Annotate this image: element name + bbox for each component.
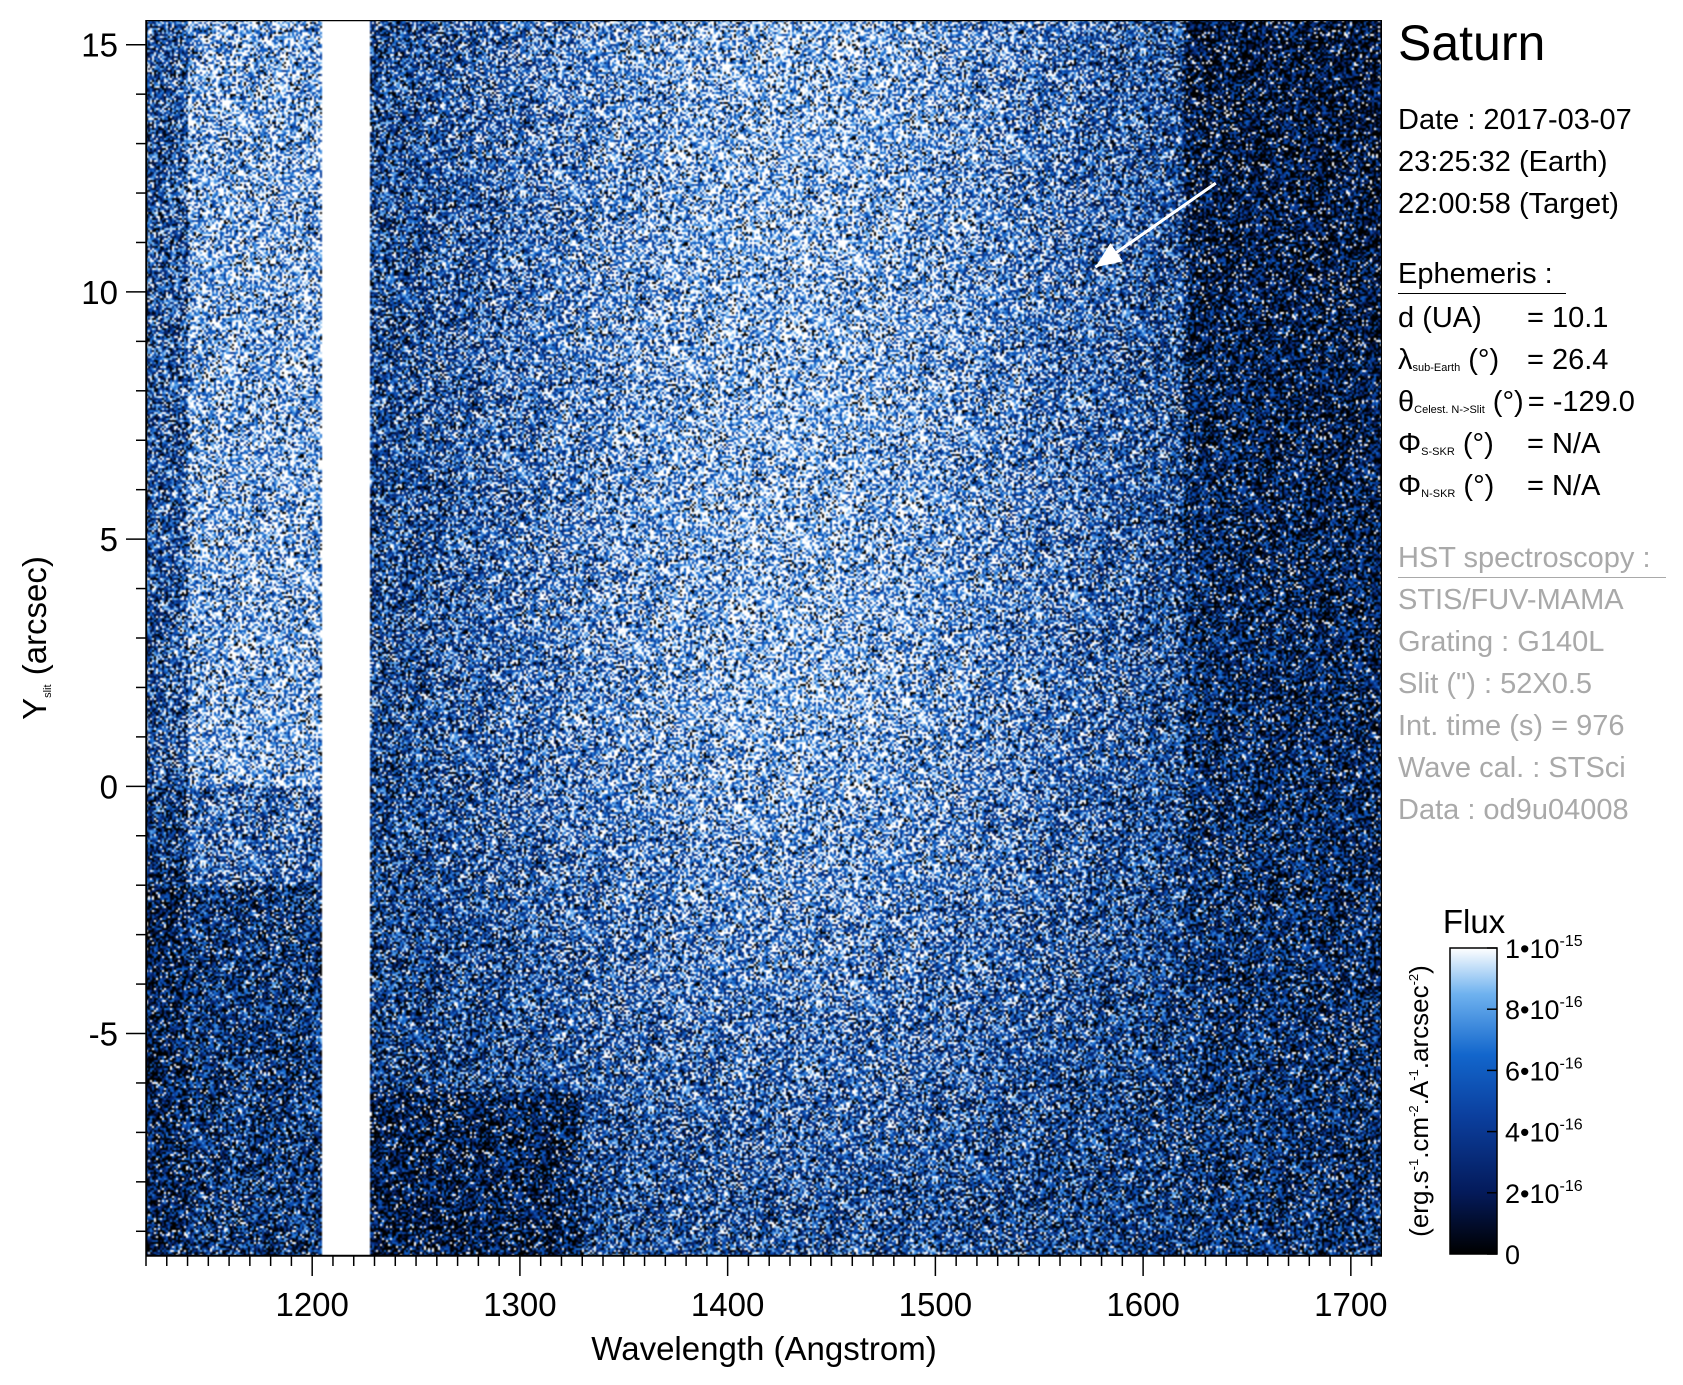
observation-time-earth: 23:25:32 (Earth) — [1398, 146, 1608, 178]
colorbar-title: Flux — [1443, 903, 1506, 940]
colorbar-tick-label: 4•10-16 — [1505, 1117, 1583, 1148]
ephemeris-symbol: d — [1398, 302, 1415, 334]
hst-instrument: STIS/FUV-MAMA — [1398, 584, 1624, 616]
colorbar-gradient — [1449, 947, 1498, 1255]
y-axis-label-symbol: Y — [16, 698, 53, 720]
ephemeris-row-distance: d (UA) = 10.1 — [1398, 302, 1608, 334]
ephemeris-symbol: λ — [1398, 344, 1413, 376]
y-tick-label: 10 — [81, 274, 118, 311]
ephemeris-row-s-skr: ΦS-SKR (°) = N/A — [1398, 428, 1600, 460]
hst-wave-calibration: Wave cal. : STSci — [1398, 752, 1626, 784]
hst-dataset: Data : od9u04008 — [1398, 794, 1629, 826]
ephemeris-value: = N/A — [1527, 470, 1601, 502]
colorbar: 0 2•10-16 4•10-16 6•10-16 8•10-16 1•10-15 Flu… — [1404, 903, 1583, 1270]
colorbar-ticks: 0 2•10-16 4•10-16 6•10-16 8•10-16 1•10-15 — [1487, 933, 1583, 1270]
y-axis: -5 0 5 10 15 — [81, 20, 147, 1256]
ephemeris-symbol: Φ — [1398, 470, 1422, 502]
x-tick-label: 1700 — [1314, 1286, 1387, 1323]
plot-border — [146, 20, 1382, 1256]
hst-heading: HST spectroscopy : — [1398, 542, 1651, 574]
ephemeris-unit: (°) — [1455, 470, 1495, 502]
ephemeris-subscript: Celest. N->Slit — [1414, 404, 1485, 416]
hst-slit: Slit (") : 52X0.5 — [1398, 668, 1593, 700]
ephemeris-unit: (°) — [1484, 386, 1524, 418]
ephemeris-unit: (UA) — [1414, 302, 1482, 334]
ephemeris-value: = -129.0 — [1527, 386, 1635, 418]
x-tick-label: 1400 — [691, 1286, 764, 1323]
observation-date: Date : 2017-03-07 — [1398, 104, 1632, 136]
hst-underline — [1398, 577, 1666, 578]
x-axis: 1200 1300 1400 1500 1600 1700 — [145, 1255, 1388, 1323]
ephemeris-subscript: N-SKR — [1421, 488, 1456, 500]
plot-overlay — [146, 20, 1382, 1256]
y-axis-label-subscript: slit — [42, 684, 54, 697]
x-tick-label: 1500 — [899, 1286, 972, 1323]
colorbar-tick-label: 8•10-16 — [1505, 994, 1583, 1025]
ephemeris-row-n-skr: ΦN-SKR (°) = N/A — [1398, 470, 1600, 502]
colorbar-tick-label: 2•10-16 — [1505, 1178, 1583, 1209]
x-axis-label: Wavelength (Angstrom) — [591, 1330, 936, 1367]
ephemeris-value: = N/A — [1527, 428, 1601, 460]
x-tick-label: 1200 — [275, 1286, 348, 1323]
ephemeris-subscript: S-SKR — [1421, 446, 1455, 458]
spectrum-image — [146, 20, 1382, 1256]
planet-title: Saturn — [1398, 15, 1546, 71]
ephemeris-unit: (°) — [1454, 428, 1494, 460]
y-axis-label-unit: (arcsec) — [16, 556, 53, 684]
arrow-annotation — [1094, 181, 1217, 269]
ephemeris-value: = 26.4 — [1527, 344, 1609, 376]
y-tick-label: 15 — [81, 27, 118, 64]
arrow-head — [1095, 243, 1123, 268]
spectrum-heatmap — [146, 20, 1382, 1256]
y-tick-label: -5 — [89, 1016, 118, 1053]
ephemeris-symbol: θ — [1398, 386, 1415, 418]
colorbar-tick-label: 0 — [1505, 1240, 1520, 1270]
y-tick-label: 5 — [100, 521, 118, 558]
ephemeris-row-slit-angle: θCelest. N->Slit (°) = -129.0 — [1398, 388, 1635, 417]
colorbar-tick-label: 6•10-16 — [1505, 1055, 1583, 1086]
hst-grating: Grating : G140L — [1398, 626, 1605, 658]
ephemeris-row-sub-earth-latitude: λsub-Earth (°) = 26.4 — [1398, 344, 1608, 376]
y-tick-label: 0 — [100, 768, 118, 805]
hst-integration-time: Int. time (s) = 976 — [1398, 710, 1625, 742]
colorbar-tick-label: 1•10-15 — [1505, 933, 1583, 964]
observation-time-target: 22:00:58 (Target) — [1398, 188, 1619, 220]
ephemeris-underline — [1398, 293, 1566, 294]
ephemeris-heading: Ephemeris : — [1398, 258, 1553, 290]
x-tick-label: 1600 — [1106, 1286, 1179, 1323]
y-axis-label: Yslit (arcsec) — [16, 556, 54, 720]
ephemeris-value: = 10.1 — [1527, 302, 1609, 334]
ephemeris-subscript: sub-Earth — [1412, 362, 1461, 374]
x-tick-label: 1300 — [483, 1286, 556, 1323]
colorbar-unit-label: (erg.s-1.cm-2.A-1.arcsec-2) — [1404, 965, 1434, 1237]
ephemeris-symbol: Φ — [1398, 428, 1422, 460]
ephemeris-unit: (°) — [1460, 344, 1500, 376]
